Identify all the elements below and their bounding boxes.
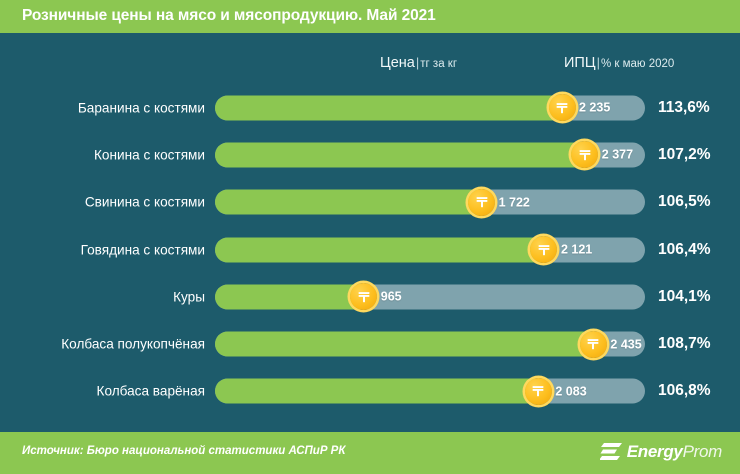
- row-label: Колбаса варёная: [96, 383, 205, 399]
- source-note: Источник: Бюро национальной статистики А…: [22, 445, 346, 457]
- footer-bar: Источник: Бюро национальной статистики А…: [0, 432, 740, 474]
- bar-fill: [215, 142, 585, 168]
- column-header-cpi-unit: % к маю 2020: [600, 58, 675, 70]
- tenge-coin-icon: [468, 188, 496, 216]
- column-header-cpi-label: ИПЦ: [564, 55, 596, 71]
- row-label: Куры: [173, 289, 205, 305]
- bar-track: 2 377: [215, 141, 645, 169]
- cpi-value: 106,5%: [658, 193, 711, 211]
- bar-track: 2 083: [215, 377, 645, 405]
- cpi-value: 113,6%: [658, 98, 710, 116]
- bar-track: 2 235: [215, 94, 645, 122]
- energyprom-logo-text: EnergyProm: [626, 442, 723, 462]
- bar-fill: [215, 284, 364, 310]
- cpi-value: 106,4%: [658, 240, 711, 258]
- cpi-value: 106,8%: [658, 382, 711, 400]
- bar-value-label: 2 377: [601, 147, 634, 162]
- tenge-coin-icon: [571, 141, 599, 169]
- bar-fill: [215, 189, 482, 215]
- bar-track: 2 435: [215, 330, 645, 358]
- column-header-price: Цена|тг за кг: [380, 54, 457, 72]
- bar-value-label: 1 722: [498, 195, 530, 210]
- chart-row: Колбаса варёная 2 083 106,8%: [0, 368, 740, 415]
- chart-row: Говядина с костями 2 121 106,4%: [0, 226, 740, 273]
- tenge-coin-icon: [548, 94, 576, 122]
- tenge-coin-icon: [350, 283, 378, 311]
- cpi-value: 108,7%: [658, 335, 711, 353]
- chart-row: Куры 965 104,1%: [0, 273, 740, 320]
- bar-fill: [215, 237, 544, 263]
- logo-text-prom: Prom: [682, 442, 723, 461]
- column-header-cpi: ИПЦ|% к маю 2020: [564, 54, 674, 72]
- bar-value-label: 2 121: [560, 242, 593, 257]
- bar-track: 1 722: [215, 188, 645, 216]
- column-header-price-label: Цена: [380, 55, 415, 71]
- bar-fill: [215, 378, 539, 404]
- energyprom-logo[interactable]: EnergyProm: [599, 442, 723, 462]
- column-header-price-unit: тг за кг: [420, 58, 458, 70]
- bar-value-label: 2 235: [579, 100, 611, 115]
- chart-row: Свинина с костями 1 722 106,5%: [0, 179, 740, 226]
- column-header-price-separator: |: [415, 55, 420, 70]
- chart-row: Конина с костями 2 377 107,2%: [0, 131, 740, 178]
- bar-fill: [215, 95, 562, 121]
- cpi-value: 107,2%: [658, 145, 711, 163]
- logo-text-energy: Energy: [626, 442, 683, 461]
- title-bar: Розничные цены на мясо и мясопродукцию. …: [0, 0, 740, 33]
- bar-value-label: 2 435: [610, 337, 642, 352]
- bar-chart-rows: Баранина с костями 2 235 113,6% Конина с ко…: [0, 84, 740, 415]
- row-label: Говядина с костями: [80, 242, 205, 258]
- bar-track: 2 121: [215, 236, 645, 264]
- row-label: Конина с костями: [94, 147, 205, 163]
- tenge-coin-icon: [524, 377, 552, 405]
- tenge-coin-icon: [530, 236, 558, 264]
- tenge-coin-icon: [579, 330, 607, 358]
- column-header-cpi-separator: |: [596, 55, 600, 70]
- cpi-value: 104,1%: [658, 287, 711, 305]
- row-label: Колбаса полукопчёная: [61, 336, 205, 352]
- row-label: Баранина с костями: [77, 100, 205, 116]
- chart-row: Баранина с костями 2 235 113,6%: [0, 84, 740, 131]
- energyprom-logo-mark: [599, 443, 622, 460]
- chart-row: Колбаса полукопчёная 2 435 108,7%: [0, 320, 740, 367]
- page-title: Розничные цены на мясо и мясопродукцию. …: [22, 7, 436, 24]
- bar-value-label: 965: [380, 289, 402, 304]
- bar-value-label: 2 083: [555, 384, 587, 399]
- row-label: Свинина с костями: [84, 194, 205, 210]
- bar-track: 965: [215, 283, 645, 311]
- bar-fill: [215, 331, 594, 357]
